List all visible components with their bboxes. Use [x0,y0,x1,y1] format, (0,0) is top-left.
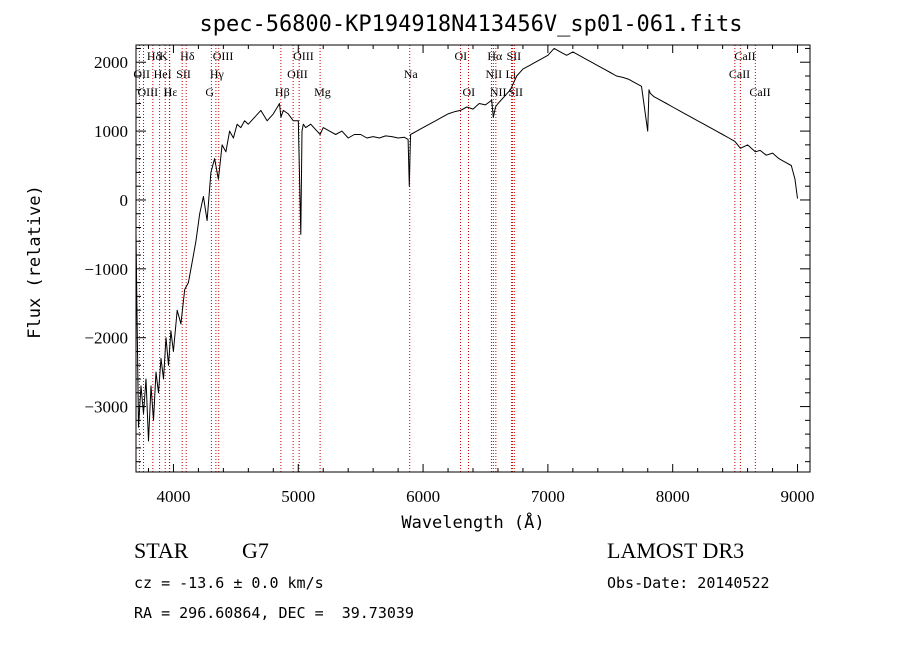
line-marker-label: OI [455,49,468,63]
x-tick-label: 9000 [781,487,815,506]
line-marker-label: Hβ [275,85,290,99]
line-marker-label: CaII [734,49,755,63]
line-marker-label: SII [508,85,523,99]
y-tick-label: 2000 [94,53,128,72]
redshift-cz: cz = -13.6 ± 0.0 km/s [134,574,324,592]
line-marker-label: Hα [487,49,503,63]
flux-line [135,47,798,442]
spectrum-chart: spec-56800-KP194918N413456V_sp01-061.fit… [25,12,815,533]
y-tick-label: −1000 [84,260,128,279]
line-marker-label: NII [490,85,507,99]
y-tick-label: 0 [120,191,129,210]
line-marker-label: SII [506,49,521,63]
y-tick-label: 1000 [94,122,128,141]
x-tick-label: 6000 [406,487,440,506]
line-marker-label: G [205,85,214,99]
line-marker-label: Hε [164,85,178,99]
line-marker-label: NII [485,67,502,81]
x-axis: 4000 5000 6000 7000 8000 9000 [147,45,815,506]
line-marker-label: Li [505,67,516,81]
line-marker-label: OII [133,67,150,81]
line-marker-label: Mg [314,85,331,99]
y-axis-label: Flux (relative) [25,185,45,339]
survey-name: LAMOST DR3 [607,538,745,563]
x-tick-label: 7000 [531,487,565,506]
flux-series [135,47,798,442]
x-tick-label: 5000 [281,487,315,506]
line-marker-label: Hδ [147,49,162,63]
line-marker-label: Na [404,67,419,81]
line-marker-label: SII [176,67,191,81]
line-marker-label: OIII [287,67,308,81]
line-marker-label: OI [463,85,476,99]
y-tick-label: −2000 [84,329,128,348]
line-marker-label: CaII [749,85,770,99]
object-class: STAR [134,538,189,563]
line-marker-label: OIII [213,49,234,63]
line-marker-label: OIII [137,85,158,99]
line-marker-label: OIII [293,49,314,63]
chart-title: spec-56800-KP194918N413456V_sp01-061.fit… [199,12,742,37]
object-subclass: G7 [242,538,269,563]
observation-date: Obs-Date: 20140522 [607,574,770,592]
line-marker-label: Hγ [210,67,225,81]
x-axis-label: Wavelength (Å) [401,511,544,533]
y-axis: −3000 −2000 −1000 0 1000 2000 [84,47,810,463]
line-marker-label: K [159,49,168,63]
ra-dec: RA = 296.60864, DEC = 39.73039 [134,604,414,622]
line-marker-label: H [163,85,172,99]
x-tick-label: 8000 [656,487,690,506]
line-marker-label: HeI [154,67,172,81]
line-marker-label: Hδ [180,49,195,63]
line-marker-label: CaII [729,67,750,81]
y-tick-label: −3000 [84,398,128,417]
x-tick-label: 4000 [156,487,190,506]
